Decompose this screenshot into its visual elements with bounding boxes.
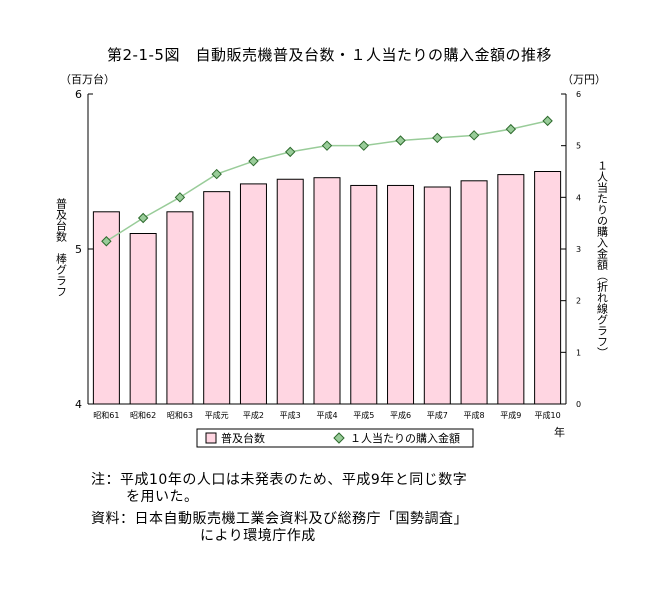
left-axis-ticks: 4 5 6 [75,88,93,411]
right-tick-label: 6 [576,90,581,99]
x-tick-label: 昭和63 [167,411,193,420]
bar [534,171,562,405]
right-axis-label: １人当たりの購入金額（折れ線グラフ） [596,160,609,358]
note-line-1: 注：平成10年の人口は未発表のため、平成9年と同じ数字 [91,472,468,488]
line-point [468,130,480,141]
right-tick-label: 0 [576,400,581,409]
bar [387,184,415,405]
bar [276,178,304,405]
legend-label-bar: 普及台数 [221,431,265,445]
x-tick-label: 平成2 [243,410,264,420]
line-point [358,140,369,151]
x-tick-label: 平成6 [390,410,411,420]
left-axis-label: 普及台数 棒グラフ [55,197,68,297]
line-point [248,155,259,167]
bar [239,183,267,405]
line-point [211,168,222,180]
x-tick-label: 平成7 [427,410,448,420]
line-point [432,132,443,144]
right-tick-label: 2 [576,297,581,306]
legend-label-line: １人当たりの購入金額 [350,431,460,445]
legend: 普及台数 １人当たりの購入金額 [196,428,474,448]
bar [423,186,451,405]
line-point [505,123,517,135]
x-tick-label: 平成5 [353,410,374,420]
left-tick-label: 6 [75,88,82,101]
left-tick-label: 4 [75,398,82,411]
line-point [542,115,553,127]
legend-swatch-bar [205,432,217,444]
x-axis-labels: 昭和61 昭和62 昭和63 平成元 平成2 平成3 平成4 平成5 平成6 平成7 平成8 平成9 平… [93,410,560,420]
line-layer [101,115,553,247]
bar [166,211,194,405]
figure-title: 第2-1-5図 自動販売機普及台数・１人当たりの購入金額の推移 [107,46,552,64]
line-point [174,192,186,203]
left-tick-label: 5 [75,243,82,256]
line-point [137,212,149,224]
left-axis-unit: （百万台） [60,72,115,86]
x-tick-label: 平成8 [464,410,485,420]
line-point [395,135,406,146]
bar [350,184,378,405]
bars-layer [92,171,562,405]
right-tick-label: 5 [576,142,581,151]
bar [129,233,157,405]
x-tick-label: 平成9 [500,410,521,420]
x-tick-label: 昭和62 [130,411,156,420]
x-axis-label: 年 [554,425,565,439]
line-point [285,146,296,158]
line-point [321,140,333,151]
note-line-2: を用いた。 [126,489,199,505]
bar [497,174,525,405]
bar [313,177,341,405]
source-line-1: 資料：日本自動販売機工業会資料及び総務庁「国勢調査」 [91,511,468,527]
source-line-2: により環境庁作成 [200,528,316,544]
right-axis-ticks: 0 1 2 3 4 5 6 [561,90,581,409]
line-point [101,236,112,247]
x-tick-label: 平成元 [205,410,229,420]
bar [203,191,231,405]
x-tick-label: 昭和61 [93,411,119,420]
right-tick-label: 1 [576,348,581,357]
x-tick-label: 平成4 [316,410,337,420]
right-tick-label: 3 [576,245,581,254]
legend-swatch-line [333,432,345,444]
right-tick-label: 4 [576,193,581,202]
bar [460,180,488,405]
x-tick-label: 平成10 [535,410,561,420]
x-tick-label: 平成3 [280,410,301,420]
right-axis-unit: （万円） [562,73,606,86]
